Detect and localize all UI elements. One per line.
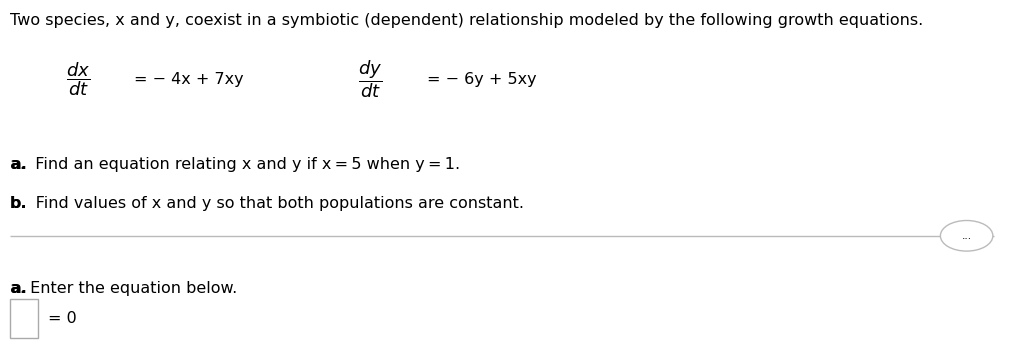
FancyBboxPatch shape	[10, 299, 38, 338]
Text: = − 6y + 5xy: = − 6y + 5xy	[427, 72, 537, 87]
Text: = 0: = 0	[48, 311, 77, 326]
Text: b.: b.	[10, 196, 27, 211]
Text: $\dfrac{dy}{dt}$: $\dfrac{dy}{dt}$	[358, 58, 382, 100]
Ellipse shape	[940, 220, 993, 251]
Text: ...: ...	[962, 231, 972, 241]
Text: a.: a.	[10, 157, 27, 172]
Text: a.  Find an equation relating x and y if x = 5 when y = 1.: a. Find an equation relating x and y if …	[10, 157, 460, 172]
Text: a.: a.	[10, 281, 27, 296]
Text: Two species, x and y, coexist in a symbiotic (dependent) relationship modeled by: Two species, x and y, coexist in a symbi…	[10, 13, 923, 28]
Text: a. Enter the equation below.: a. Enter the equation below.	[10, 281, 237, 296]
Text: b.  Find values of x and y so that both populations are constant.: b. Find values of x and y so that both p…	[10, 196, 524, 211]
Text: = − 4x + 7xy: = − 4x + 7xy	[134, 72, 244, 87]
Text: $\dfrac{dx}{dt}$: $\dfrac{dx}{dt}$	[66, 60, 90, 98]
